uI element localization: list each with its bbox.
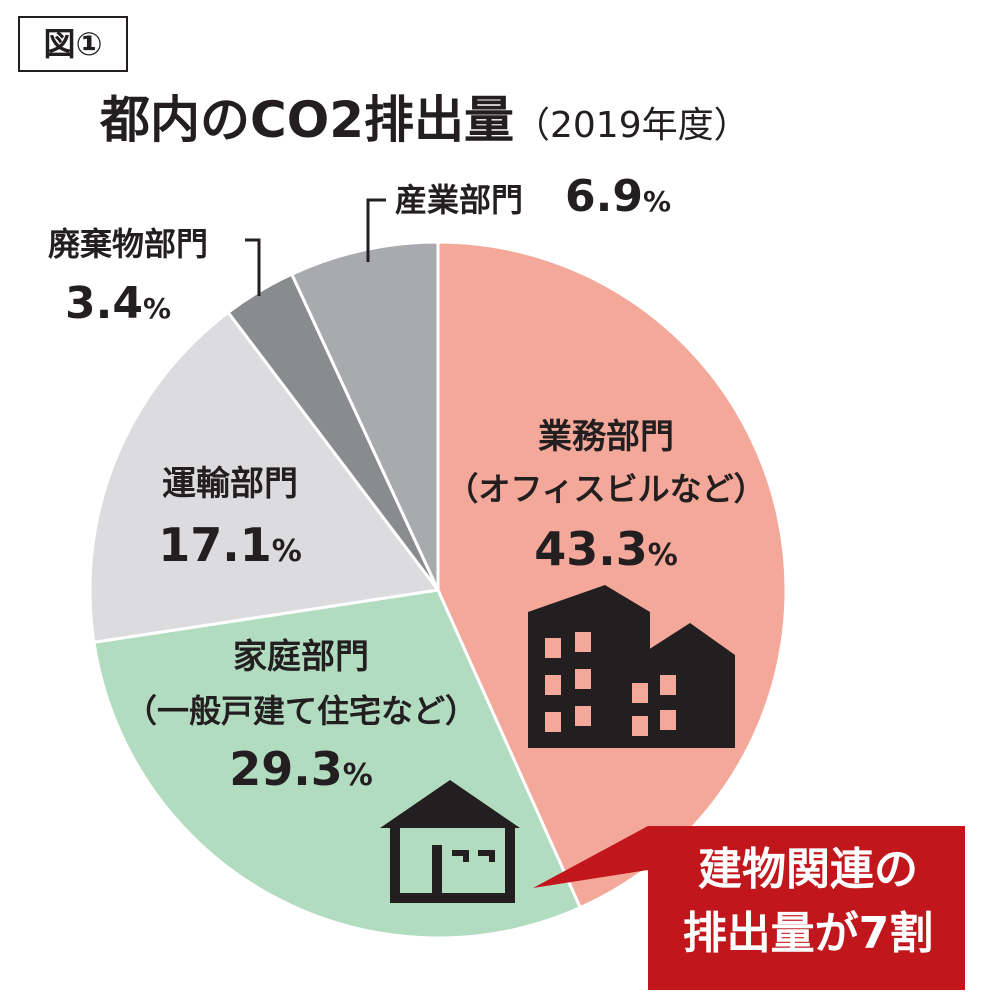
- slice-value-number-business: 43.3: [534, 522, 648, 576]
- leader-line-waste: [245, 238, 261, 296]
- leader-lines: [245, 198, 386, 296]
- house-icon: [380, 780, 520, 903]
- slice-value-unit-transport: %: [272, 534, 302, 569]
- slice-value-number-transport: 17.1: [158, 518, 272, 572]
- slice-value-number-waste: 3.4: [65, 278, 143, 329]
- callout-line-1: 建物関連の: [698, 844, 918, 895]
- slice-value-household: 29.3%: [229, 742, 373, 796]
- slice-value-unit-waste: %: [143, 292, 171, 325]
- callout-box: [533, 826, 965, 990]
- slice-value-unit-industry: %: [643, 185, 671, 218]
- slice-sublabel-business: （オフィスビルなど）: [446, 470, 765, 508]
- slice-value-business: 43.3%: [534, 522, 678, 576]
- slice-value-number-household: 29.3: [229, 742, 343, 796]
- chart-title: 都内のCO2排出量（2019年度）: [100, 80, 750, 166]
- slice-industry: [289, 240, 440, 591]
- chart-title-main: 都内のCO2排出量: [100, 91, 514, 149]
- slice-label-industry: 産業部門: [395, 181, 523, 219]
- leader-line-industry: [366, 198, 386, 262]
- slice-value-industry: 6.9%: [565, 171, 671, 222]
- slice-label-household: 家庭部門: [233, 637, 369, 677]
- slice-value-unit-household: %: [343, 758, 373, 793]
- chart-title-note: （2019年度）: [514, 105, 750, 146]
- callout-text: 建物関連の 排出量が7割: [648, 838, 968, 966]
- slice-value-waste: 3.4%: [65, 278, 171, 329]
- slice-transport: [88, 310, 441, 644]
- slice-sublabel-household: （一般戸建て住宅など）: [125, 692, 477, 730]
- slice-label-waste: 廃棄物部門: [48, 225, 208, 263]
- figure-label: 図①: [18, 16, 128, 72]
- slice-label-business: 業務部門: [538, 417, 674, 457]
- icons: [380, 585, 735, 903]
- callout-rect: [648, 826, 965, 990]
- slice-value-unit-business: %: [648, 538, 678, 573]
- slice-value-transport: 17.1%: [158, 518, 302, 572]
- slice-value-number-industry: 6.9: [565, 171, 643, 222]
- slice-label-transport: 運輸部門: [162, 464, 298, 504]
- office-building-icon: [528, 585, 735, 748]
- slice-labels: 業務部門 （オフィスビルなど） 43.3% 家庭部門 （一般戸建て住宅など） 2…: [48, 171, 766, 796]
- callout-line-2: 排出量が7割: [682, 908, 934, 959]
